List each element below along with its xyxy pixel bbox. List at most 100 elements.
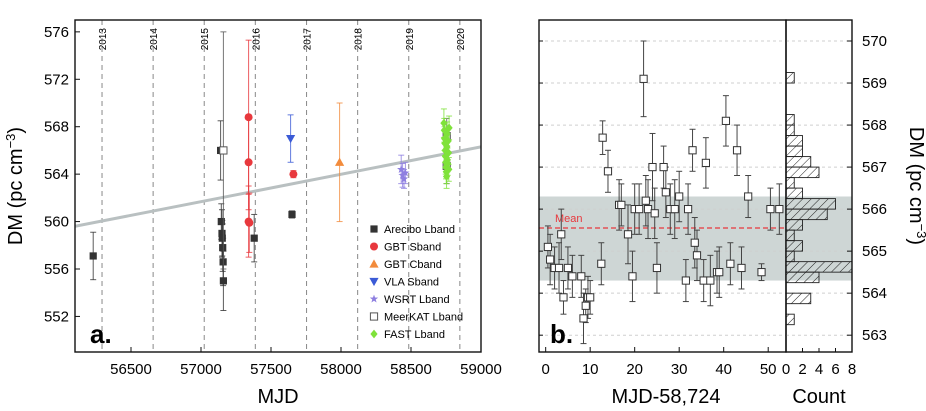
histogram-bar	[785, 124, 795, 137]
data-point	[559, 293, 568, 302]
x-tick-label: 56500	[110, 361, 152, 378]
data-point	[659, 162, 668, 172]
legend-marker	[369, 294, 379, 303]
data-point	[445, 123, 453, 133]
series-gbt-sband	[244, 39, 298, 258]
legend-label: Arecibo Lband	[384, 224, 455, 236]
data-point	[218, 234, 226, 242]
data-point	[586, 293, 595, 302]
histogram-bar	[785, 114, 795, 126]
y-tick-label: 560	[44, 214, 69, 231]
histogram-bar	[785, 166, 820, 179]
year-label: 2020	[456, 28, 467, 51]
panel-b-fast-dm: Mean 0 10 20 30 40 50 MJD-58,724 b.	[538, 19, 787, 408]
histogram-bar	[785, 145, 803, 158]
panel-b-points-layer	[543, 40, 784, 345]
data-point	[250, 234, 258, 242]
data-point	[683, 205, 693, 214]
series-wsrt-lband	[397, 154, 410, 189]
panel-b-x-axis: 0 10 20 30 40 50	[542, 347, 777, 378]
data-point	[726, 259, 735, 268]
data-point	[701, 158, 710, 167]
data-point	[219, 244, 227, 252]
legend-label: FAST Lband	[384, 329, 445, 341]
data-point	[581, 301, 590, 310]
data-point	[445, 165, 453, 174]
x-tick-label: 57000	[180, 361, 222, 378]
data-point	[397, 165, 406, 173]
panel-b-x-axis-label: MJD-58,724	[612, 386, 721, 408]
data-point	[219, 277, 227, 285]
panel-c-y-axis: 563 564 565 566 567 568 569 570	[847, 33, 887, 344]
y-tick-label: 568	[44, 119, 69, 136]
x-tick-label: 0	[542, 361, 550, 378]
data-point	[89, 252, 97, 260]
panel-a-series-layer	[89, 31, 453, 311]
data-point	[706, 276, 715, 285]
year-label: 2017	[303, 28, 314, 51]
series-arecibo-lband	[89, 120, 296, 311]
data-point	[744, 192, 753, 201]
x-tick-label: 0	[782, 361, 790, 378]
year-label: 2013	[98, 28, 109, 51]
data-point	[563, 263, 573, 273]
legend-marker	[369, 277, 379, 287]
histogram-bar	[785, 187, 803, 200]
data-point	[442, 167, 450, 177]
data-point	[732, 146, 742, 155]
data-point	[546, 255, 555, 264]
data-point	[289, 170, 298, 179]
legend-label: GBT Cband	[384, 259, 442, 271]
data-point	[648, 162, 657, 172]
y-tick-label: 572	[44, 71, 69, 88]
data-point	[690, 238, 699, 247]
data-point	[554, 263, 564, 273]
panel-b-frame	[538, 19, 787, 353]
legend-marker	[370, 329, 378, 339]
data-point	[603, 167, 613, 176]
y-tick-label: 564	[862, 285, 887, 302]
data-point	[643, 205, 653, 214]
mean-label: Mean	[555, 213, 583, 225]
data-point	[597, 259, 606, 268]
data-point	[628, 272, 637, 281]
x-tick-label: 2	[798, 361, 806, 378]
data-point	[217, 217, 225, 226]
trend-line	[75, 145, 481, 228]
year-label: 2016	[251, 28, 262, 51]
panel-a-year-gridlines: 2013 2014 2015 2016 2017 2018 2019 2020	[98, 20, 467, 352]
y-tick-label: 567	[862, 159, 887, 176]
series-gbt-cband	[335, 102, 345, 223]
panel-b-band-layer: Mean	[539, 40, 786, 336]
data-point	[650, 209, 659, 218]
data-point	[444, 159, 452, 168]
legend-label: MeerKAT Lband	[384, 312, 463, 324]
data-point	[245, 218, 254, 227]
panel-a-frame	[74, 19, 482, 353]
histogram-bar	[785, 156, 812, 168]
year-label: 2014	[149, 28, 160, 51]
histogram-bar	[785, 208, 828, 221]
data-point	[443, 142, 451, 152]
data-point	[652, 263, 662, 273]
data-point	[441, 134, 449, 143]
data-point	[766, 205, 775, 214]
data-point	[444, 136, 452, 146]
data-point	[579, 314, 588, 323]
data-point	[335, 157, 345, 166]
data-point	[675, 192, 684, 201]
data-point	[623, 230, 633, 239]
x-tick-label: 40	[715, 361, 732, 378]
legend-marker	[370, 242, 378, 251]
data-point	[441, 146, 449, 155]
data-point	[568, 272, 577, 281]
year-label: 2019	[405, 28, 416, 51]
data-point	[543, 242, 553, 252]
data-point	[692, 251, 702, 260]
data-point	[699, 276, 708, 285]
panel-c-y-axis-label: DM (pc cm−3)	[905, 127, 926, 245]
data-point	[681, 276, 690, 285]
data-point	[440, 118, 448, 128]
